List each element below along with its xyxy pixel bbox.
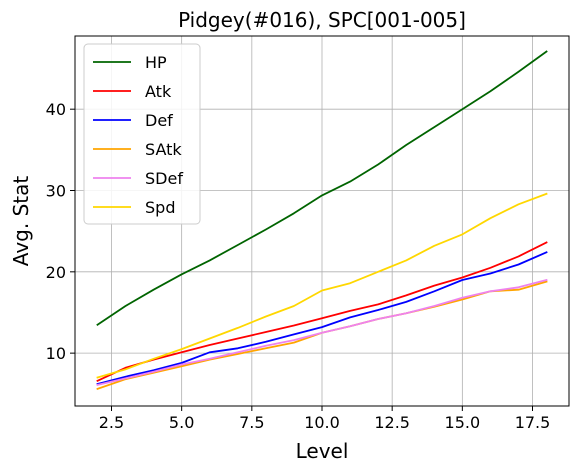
legend-box xyxy=(83,43,201,225)
x-tick-label: 2.5 xyxy=(99,413,124,432)
series-lines xyxy=(96,50,548,391)
series-line-hp xyxy=(96,50,548,326)
series-line-atk xyxy=(96,241,548,382)
series-line-def xyxy=(96,251,548,386)
y-tick-label: 20 xyxy=(46,263,66,282)
legend: HP Atk Def SAtk SDef Spd xyxy=(83,43,201,225)
axis-ticks: 2.5 5.0 7.5 10.0 12.5 15.0 17.5 10 20 30 40 xyxy=(46,100,551,432)
x-tick-label: 15.0 xyxy=(445,413,481,432)
x-tick-label: 7.5 xyxy=(239,413,264,432)
x-tick-label: 10.0 xyxy=(304,413,340,432)
x-tick-label: 5.0 xyxy=(169,413,194,432)
y-tick-label: 40 xyxy=(46,100,66,119)
x-axis-label: Level xyxy=(296,439,349,463)
chart-title: Pidgey(#016), SPC[001-005] xyxy=(178,8,466,32)
legend-label-hp: HP xyxy=(145,53,167,72)
x-tick-label: 17.5 xyxy=(515,413,551,432)
legend-items: HP Atk Def SAtk SDef Spd xyxy=(93,53,183,217)
y-tick-label: 30 xyxy=(46,182,66,201)
legend-label-spd: Spd xyxy=(145,198,175,217)
y-tick-label: 10 xyxy=(46,344,66,363)
legend-label-def: Def xyxy=(145,111,173,130)
legend-label-sdef: SDef xyxy=(145,169,183,188)
legend-label-satk: SAtk xyxy=(145,140,182,159)
series-line-spd xyxy=(96,192,548,379)
x-tick-label: 12.5 xyxy=(374,413,410,432)
legend-label-atk: Atk xyxy=(145,82,172,101)
y-axis-label: Avg. Stat xyxy=(9,176,33,267)
series-line-sdef xyxy=(96,278,548,386)
